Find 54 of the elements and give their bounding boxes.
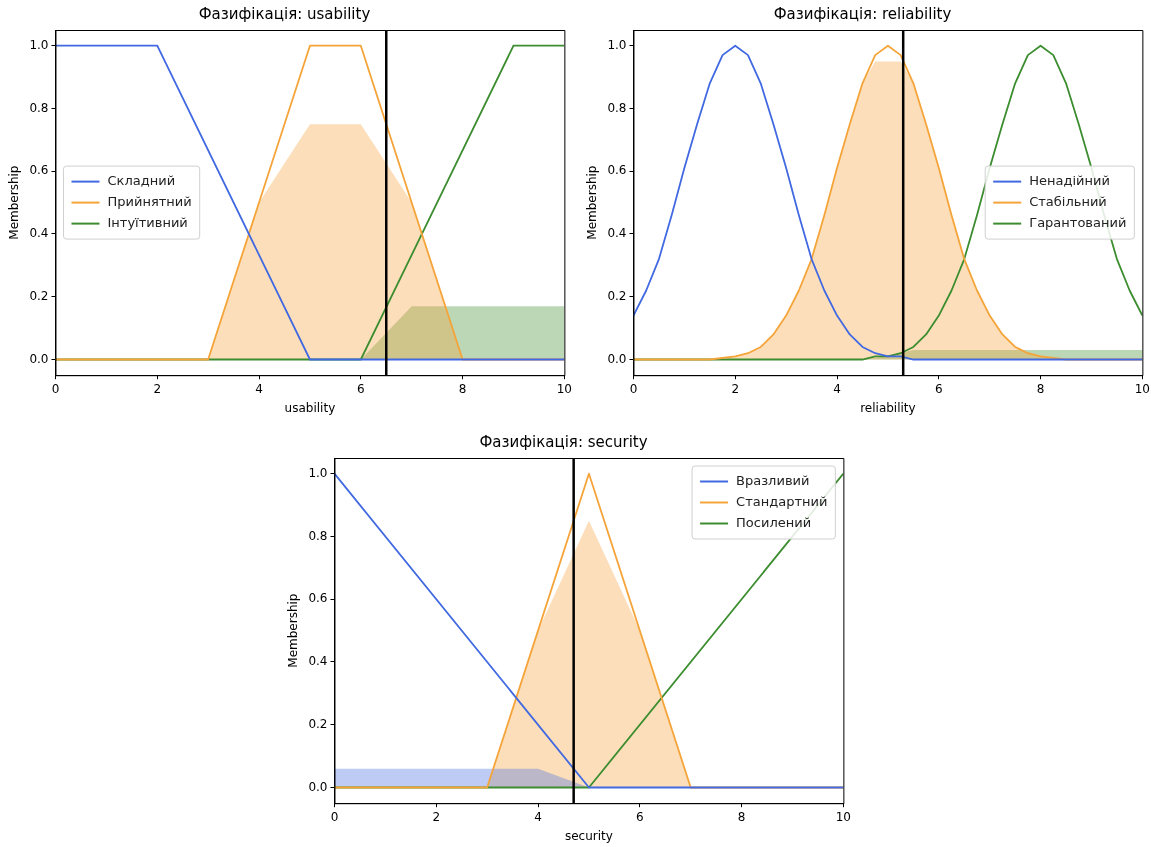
y-tick-label: 0.2: [29, 288, 49, 303]
x-tick-label: 0: [330, 809, 339, 824]
legend-label: Складний: [107, 172, 176, 188]
chart-title: Фазифікація: reliability: [773, 4, 952, 23]
legend-label: Вразливий: [736, 472, 810, 488]
y-axis-title: Membership: [286, 593, 301, 668]
y-tick-label: 1.0: [29, 37, 49, 52]
x-tick-label: 0: [51, 381, 60, 396]
chart-title: Фазифікація: usability: [198, 4, 371, 23]
y-tick-label: 0.4: [607, 226, 627, 241]
x-tick-label: 8: [458, 381, 467, 396]
y-tick-label: 1.0: [607, 37, 627, 52]
legend-label: Стабільний: [1029, 193, 1107, 209]
y-axis-title: Membership: [585, 165, 600, 240]
x-tick-label: 6: [934, 381, 943, 396]
chart-title: Фазифікація: security: [479, 432, 648, 451]
y-tick-label: 0.2: [308, 716, 328, 731]
legend-label: Прийнятний: [107, 193, 192, 209]
x-tick-label: 6: [635, 809, 644, 824]
x-tick-label: 8: [1036, 381, 1045, 396]
legend-label: Посилений: [736, 514, 812, 530]
y-tick-label: 0.8: [308, 528, 328, 543]
x-tick-label: 10: [835, 809, 852, 824]
x-tick-label: 2: [432, 809, 441, 824]
x-tick-label: 6: [356, 381, 365, 396]
y-tick-label: 0.4: [308, 654, 328, 669]
x-tick-label: 4: [534, 809, 542, 824]
legend-label: Ненадійний: [1029, 172, 1110, 188]
x-tick-label: 0: [629, 381, 638, 396]
x-axis-title: reliability: [860, 400, 916, 415]
x-axis-title: security: [564, 828, 613, 843]
y-tick-label: 0.4: [29, 226, 49, 241]
y-tick-label: 0.6: [607, 163, 627, 178]
x-tick-label: 2: [153, 381, 162, 396]
y-axis-title: Membership: [7, 165, 22, 240]
y-tick-label: 0.8: [607, 100, 627, 115]
x-tick-label: 4: [255, 381, 263, 396]
y-tick-label: 1.0: [308, 465, 328, 480]
y-tick-label: 0.0: [29, 351, 49, 366]
x-tick-label: 4: [833, 381, 841, 396]
x-axis-title: usability: [284, 400, 336, 415]
legend-label: Стандартний: [736, 493, 828, 509]
legend-label: Гарантований: [1029, 214, 1127, 230]
legend-label: Інтуїтивний: [107, 214, 188, 230]
x-tick-label: 2: [731, 381, 740, 396]
y-tick-label: 0.6: [308, 591, 328, 606]
y-tick-label: 0.6: [29, 163, 49, 178]
x-tick-label: 8: [737, 809, 746, 824]
x-tick-label: 10: [556, 381, 573, 396]
y-tick-label: 0.0: [607, 351, 627, 366]
y-tick-label: 0.2: [607, 288, 627, 303]
y-tick-label: 0.8: [29, 100, 49, 115]
y-tick-label: 0.0: [308, 779, 328, 794]
x-tick-label: 10: [1134, 381, 1151, 396]
